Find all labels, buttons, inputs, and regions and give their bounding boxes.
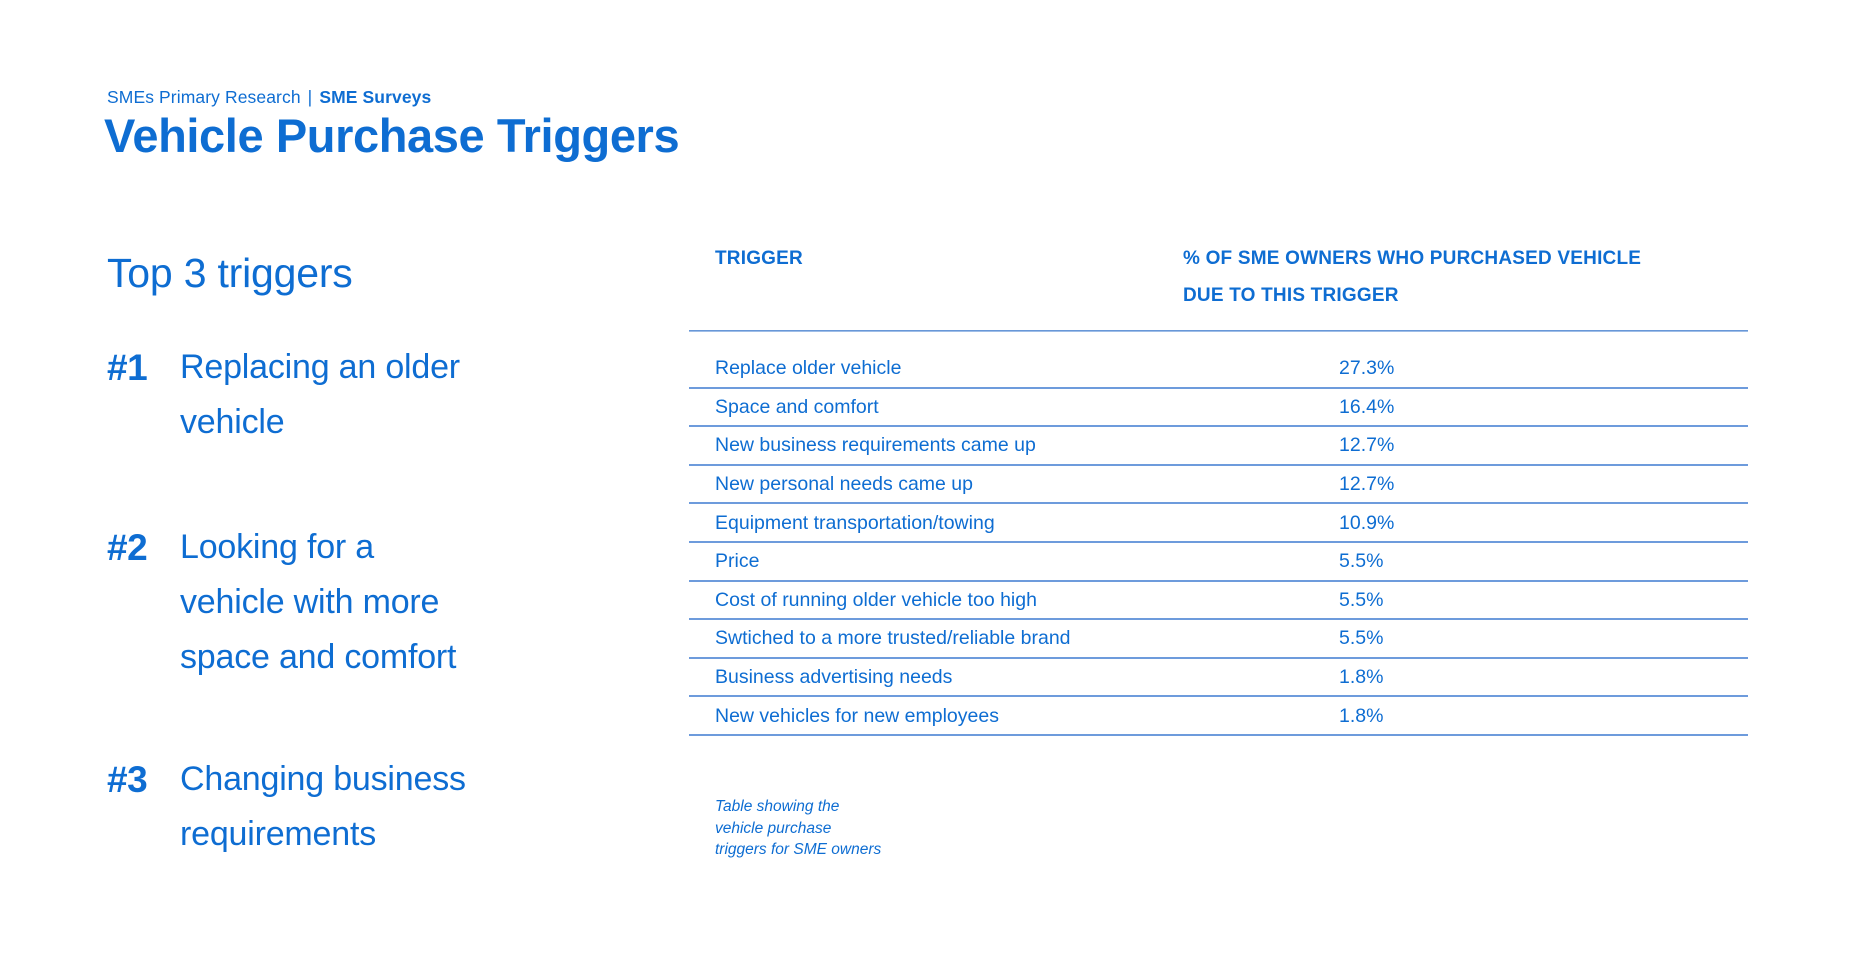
table-row: Equipment transportation/towing 10.9%	[689, 504, 1748, 543]
value-cell: 12.7%	[1339, 434, 1395, 457]
value-cell: 12.7%	[1339, 473, 1395, 496]
table-row: Cost of running older vehicle too high 5…	[689, 582, 1748, 621]
column-header-trigger: TRIGGER	[715, 248, 803, 269]
trigger-cell: Replace older vehicle	[715, 357, 902, 380]
value-cell: 5.5%	[1339, 588, 1384, 611]
table-row: Business advertising needs 1.8%	[689, 659, 1748, 698]
breadcrumb-subsection: SME Surveys	[319, 87, 432, 107]
table-row: Replace older vehicle 27.3%	[689, 350, 1748, 389]
top-triggers-heading: Top 3 triggers	[107, 250, 353, 296]
value-cell: 10.9%	[1339, 511, 1395, 534]
value-cell: 1.8%	[1339, 666, 1384, 689]
table-row: Space and comfort 16.4%	[689, 389, 1748, 428]
trigger-cell: Business advertising needs	[715, 666, 953, 689]
top-trigger-item-3: #3 Changing business requirements	[107, 752, 587, 862]
column-header-percentage: % OF SME OWNERS WHO PURCHASED VEHICLE DU…	[1183, 248, 1642, 306]
top-trigger-item-1: #1 Replacing an older vehicle	[107, 340, 587, 450]
table-header-row: TRIGGER % OF SME OWNERS WHO PURCHASED VE…	[689, 240, 1748, 314]
trigger-rank-3: #3	[107, 759, 148, 800]
value-cell: 5.5%	[1339, 627, 1384, 650]
triggers-table: TRIGGER % OF SME OWNERS WHO PURCHASED VE…	[689, 240, 1748, 736]
trigger-cell: New personal needs came up	[715, 473, 973, 496]
breadcrumb-section: SMEs Primary Research	[107, 87, 301, 107]
trigger-cell: New vehicles for new employees	[715, 704, 999, 727]
header-divider	[689, 330, 1748, 332]
trigger-cell: Cost of running older vehicle too high	[715, 588, 1037, 611]
value-cell: 27.3%	[1339, 357, 1395, 380]
trigger-text-2: Looking for a vehicle with more space an…	[180, 528, 457, 676]
value-cell: 5.5%	[1339, 550, 1384, 573]
page-title: Vehicle Purchase Triggers	[104, 109, 680, 162]
trigger-cell: Space and comfort	[715, 395, 879, 418]
value-cell: 16.4%	[1339, 395, 1395, 418]
trigger-cell: Swtiched to a more trusted/reliable bran…	[715, 627, 1071, 650]
table-row: New business requirements came up 12.7%	[689, 427, 1748, 466]
table-row: New personal needs came up 12.7%	[689, 466, 1748, 505]
trigger-cell: Equipment transportation/towing	[715, 511, 995, 534]
table-row: Price 5.5%	[689, 543, 1748, 582]
trigger-cell: New business requirements came up	[715, 434, 1036, 457]
table-row: New vehicles for new employees 1.8%	[689, 697, 1748, 736]
trigger-text-3: Changing business requirements	[180, 760, 466, 853]
table-row: Swtiched to a more trusted/reliable bran…	[689, 620, 1748, 659]
trigger-cell: Price	[715, 550, 760, 573]
table-caption: Table showing the vehicle purchase trigg…	[715, 798, 882, 858]
breadcrumb-separator: |	[307, 87, 313, 107]
trigger-text-1: Replacing an older vehicle	[180, 348, 460, 441]
value-cell: 1.8%	[1339, 704, 1384, 727]
table-body: Replace older vehicle 27.3% Space and co…	[689, 332, 1748, 736]
trigger-rank-1: #1	[107, 347, 148, 388]
top-trigger-item-2: #2 Looking for a vehicle with more space…	[107, 520, 587, 685]
trigger-rank-2: #2	[107, 527, 148, 568]
breadcrumb: SMEs Primary Research | SME Surveys	[107, 86, 431, 108]
